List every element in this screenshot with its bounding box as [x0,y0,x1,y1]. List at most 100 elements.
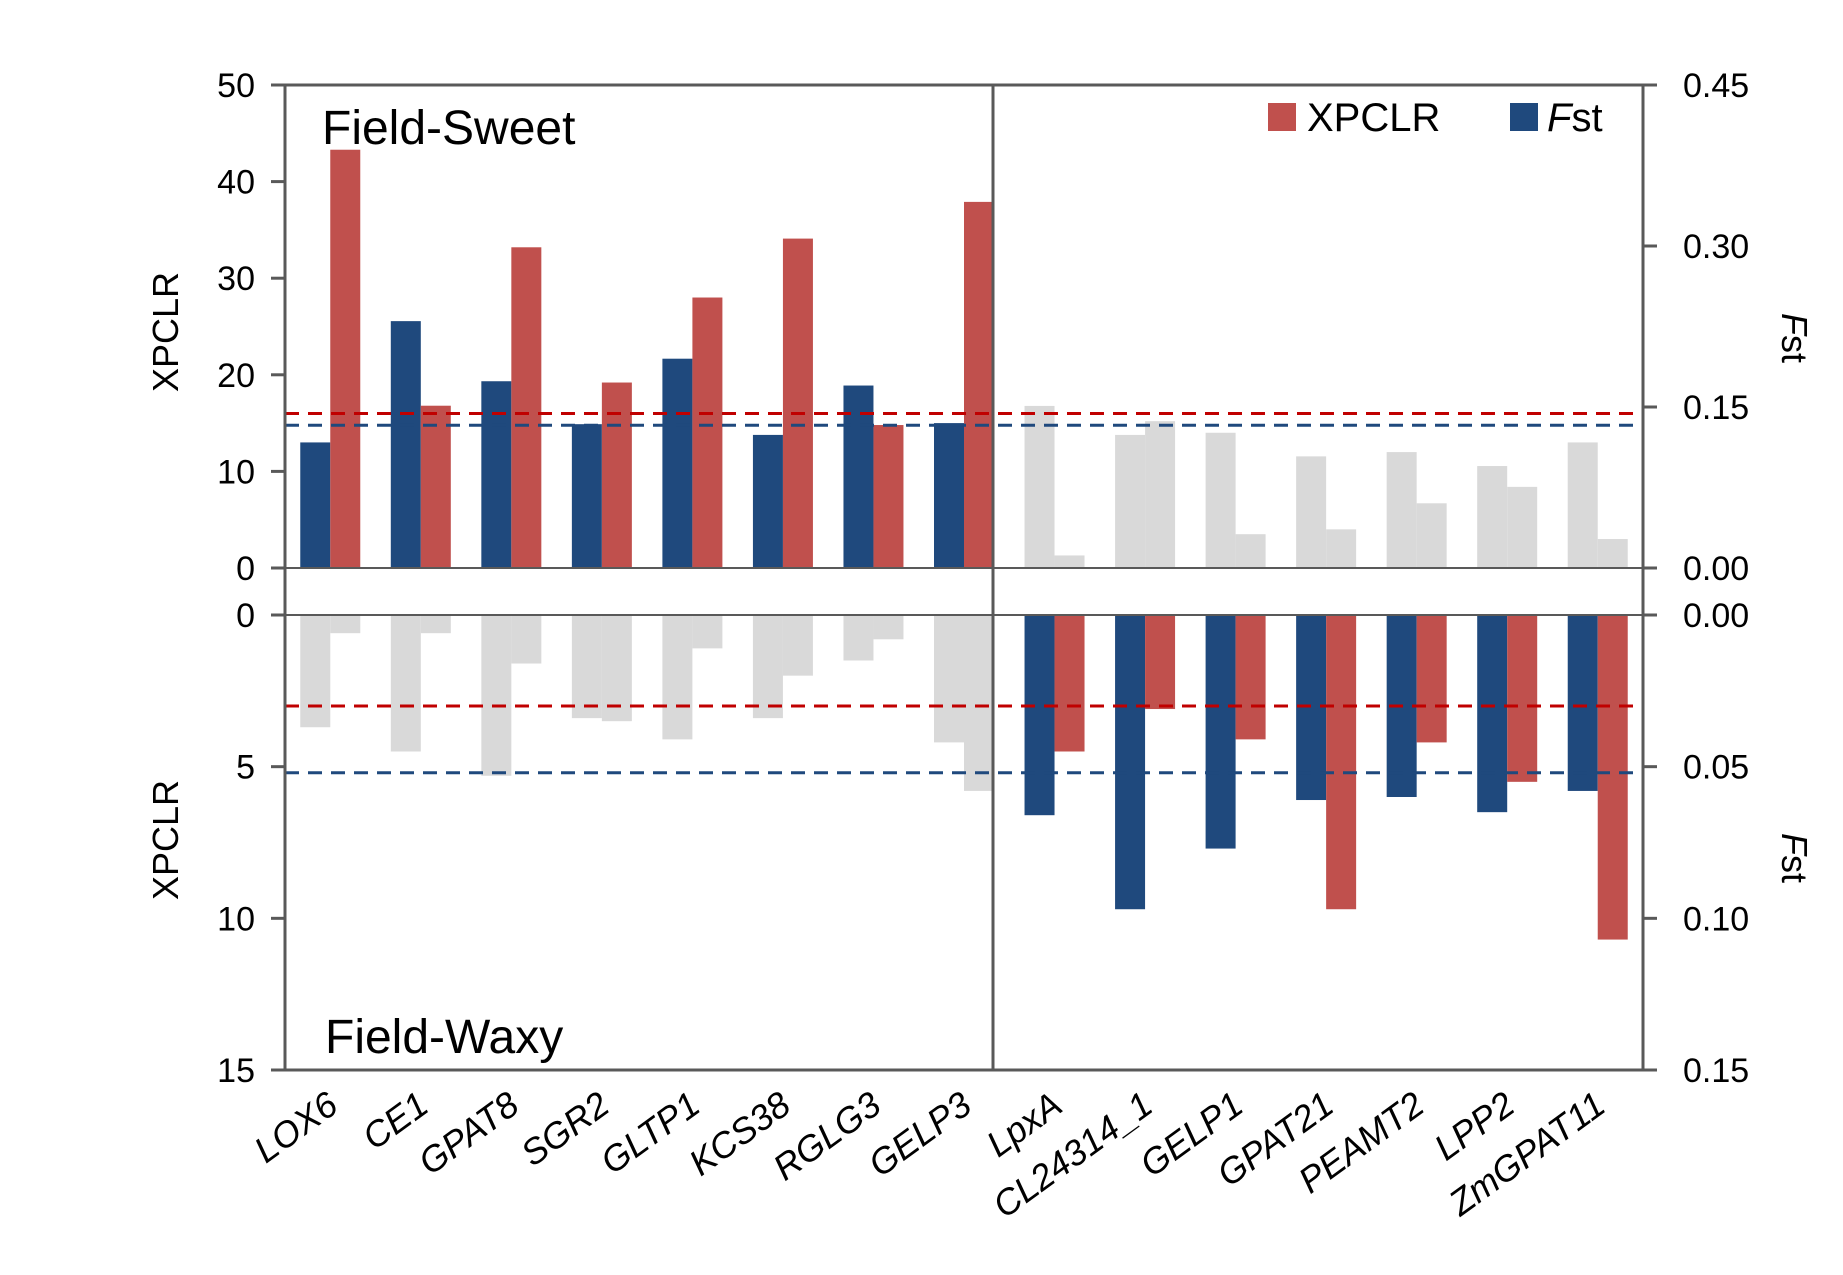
bottom-fst-bar-gelp3 [934,615,964,743]
top-right-tick-label: 0.15 [1683,389,1749,427]
bottom-right-axis-title-st: st [1774,855,1815,883]
top-xpclr-bar-rglg3 [873,425,904,568]
top-left-tick-label: 0 [236,550,255,588]
bottom-xpclr-bar-rglg3 [873,615,904,640]
bottom-fst-bar-lpp2 [1477,615,1508,813]
top-left-tick-label: 50 [217,67,255,105]
top-fst-bar-gpat21 [1296,456,1327,568]
bottom-fst-bar-gpat8 [481,615,512,776]
top-fst-bar-lpp2 [1477,466,1508,568]
top-fst-bar-gpat8 [481,381,512,568]
top-left-tick-label: 10 [217,453,255,491]
top-xpclr-bar-gpat21 [1326,529,1357,568]
bottom-panel-bars [300,615,1628,940]
top-fst-bar-zmgpat11 [1567,442,1598,568]
top-panel-label: Field-Sweet [322,102,575,155]
plot-frame [283,83,1645,1072]
top-xpclr-bar-gelp1 [1235,534,1266,568]
top-left-tick-label: 30 [217,260,255,298]
bottom-right-tick-label: 0.05 [1683,749,1749,787]
top-fst-bar-lox6 [300,442,331,568]
top-right-axis-title: Fst [1774,313,1815,363]
bottom-fst-bar-kcs38 [752,615,783,719]
top-fst-bar-gltp1 [662,358,693,568]
bottom-xpclr-bar-ce1 [420,615,451,634]
bottom-xpclr-bar-lpp2 [1507,615,1538,782]
legend: XPCLR Fst [1268,96,1603,140]
bottom-xpclr-bar-gpat21 [1326,615,1357,910]
top-xpclr-bar-zmgpat11 [1597,539,1628,568]
top-right-tick-label: 0.45 [1683,67,1749,105]
bottom-right-tick-label: 0.15 [1683,1052,1749,1090]
top-fst-bar-gelp1 [1205,432,1236,568]
top-xpclr-bar-sgr2 [601,382,632,568]
bottom-xpclr-bar-peamt2 [1416,615,1447,743]
bottom-right-axis-title: Fst [1774,833,1815,883]
top-fst-bar-kcs38 [752,434,783,568]
bottom-fst-bar-gelp1 [1205,615,1236,849]
bottom-fst-bar-ce1 [390,615,421,752]
top-xpclr-bar-kcs38 [782,238,813,568]
top-xpclr-bar-cl24314-1 [1145,421,1176,568]
legend-xpclr-label: XPCLR [1307,96,1440,140]
bottom-fst-bar-rglg3 [843,615,874,661]
bottom-fst-bar-gltp1 [662,615,693,740]
top-right-axis-title-st: st [1774,335,1815,363]
bottom-left-tick-label: 15 [217,1052,255,1090]
bottom-xpclr-bar-gelp1 [1235,615,1266,740]
top-xpclr-bar-gelp3 [964,201,994,569]
bottom-left-tick-label: 10 [217,900,255,938]
bottom-xpclr-bar-cl24314-1 [1145,615,1176,710]
bottom-left-axis-title: XPCLR [145,780,186,900]
top-fst-bar-lpxa [1024,405,1055,568]
top-fst-bar-rglg3 [843,385,874,568]
bottom-xpclr-bar-sgr2 [601,615,632,722]
top-fst-bar-peamt2 [1386,452,1417,568]
bottom-panel-label: Field-Waxy [325,1011,563,1064]
top-right-tick-label: 0.30 [1683,228,1749,266]
top-left-tick-label: 20 [217,357,255,395]
top-xpclr-bar-peamt2 [1416,503,1447,568]
legend-fst-label: Fst [1547,96,1603,140]
bottom-right-tick-label: 0.10 [1683,900,1749,938]
top-xpclr-bar-lpxa [1054,555,1085,568]
bottom-xpclr-bar-lpxa [1054,615,1085,752]
bottom-xpclr-bar-gpat8 [511,615,542,664]
top-right-tick-label: 0.00 [1683,550,1749,588]
top-xpclr-bar-gltp1 [692,297,723,568]
bottom-fst-bar-gpat21 [1296,615,1327,801]
top-panel-bars [300,149,1628,569]
top-fst-bar-ce1 [390,321,421,568]
top-xpclr-bar-lox6 [330,149,361,569]
top-right-axis-title-f: F [1774,313,1815,337]
bottom-fst-bar-zmgpat11 [1567,615,1598,791]
top-xpclr-bar-lpp2 [1507,486,1538,568]
legend-fst-swatch [1510,103,1538,131]
top-xpclr-bar-ce1 [420,405,451,568]
bottom-xpclr-bar-gltp1 [692,615,723,649]
bottom-right-axis-title-f: F [1774,833,1815,857]
bottom-xpclr-bar-kcs38 [782,615,813,676]
top-fst-bar-gelp3 [934,423,964,568]
top-fst-bar-cl24314-1 [1115,434,1146,568]
bottom-xpclr-bar-lox6 [330,615,361,634]
bottom-fst-bar-lox6 [300,615,331,728]
bottom-fst-bar-lpxa [1024,615,1055,816]
threshold-lines [285,411,1643,775]
legend-fst-label-st: st [1571,96,1602,140]
top-left-tick-label: 40 [217,164,255,202]
top-left-axis-title: XPCLR [145,272,186,392]
bottom-fst-bar-sgr2 [571,615,602,719]
axis-ticks: 0 10 20 30 40 50 0.00 0.15 0.30 0.45 0 5 10 15 0.00 0.0… [217,67,1749,1090]
plot-border [283,83,1645,1072]
top-fst-bar-sgr2 [571,424,602,568]
bottom-xpclr-bar-zmgpat11 [1597,615,1628,940]
legend-fst-label-f: F [1547,96,1574,140]
bottom-right-tick-label: 0.00 [1683,597,1749,635]
top-xpclr-bar-gpat8 [511,247,542,568]
bottom-fst-bar-cl24314-1 [1115,615,1146,910]
bottom-left-tick-label: 5 [236,749,255,787]
legend-xpclr-swatch [1268,103,1296,131]
